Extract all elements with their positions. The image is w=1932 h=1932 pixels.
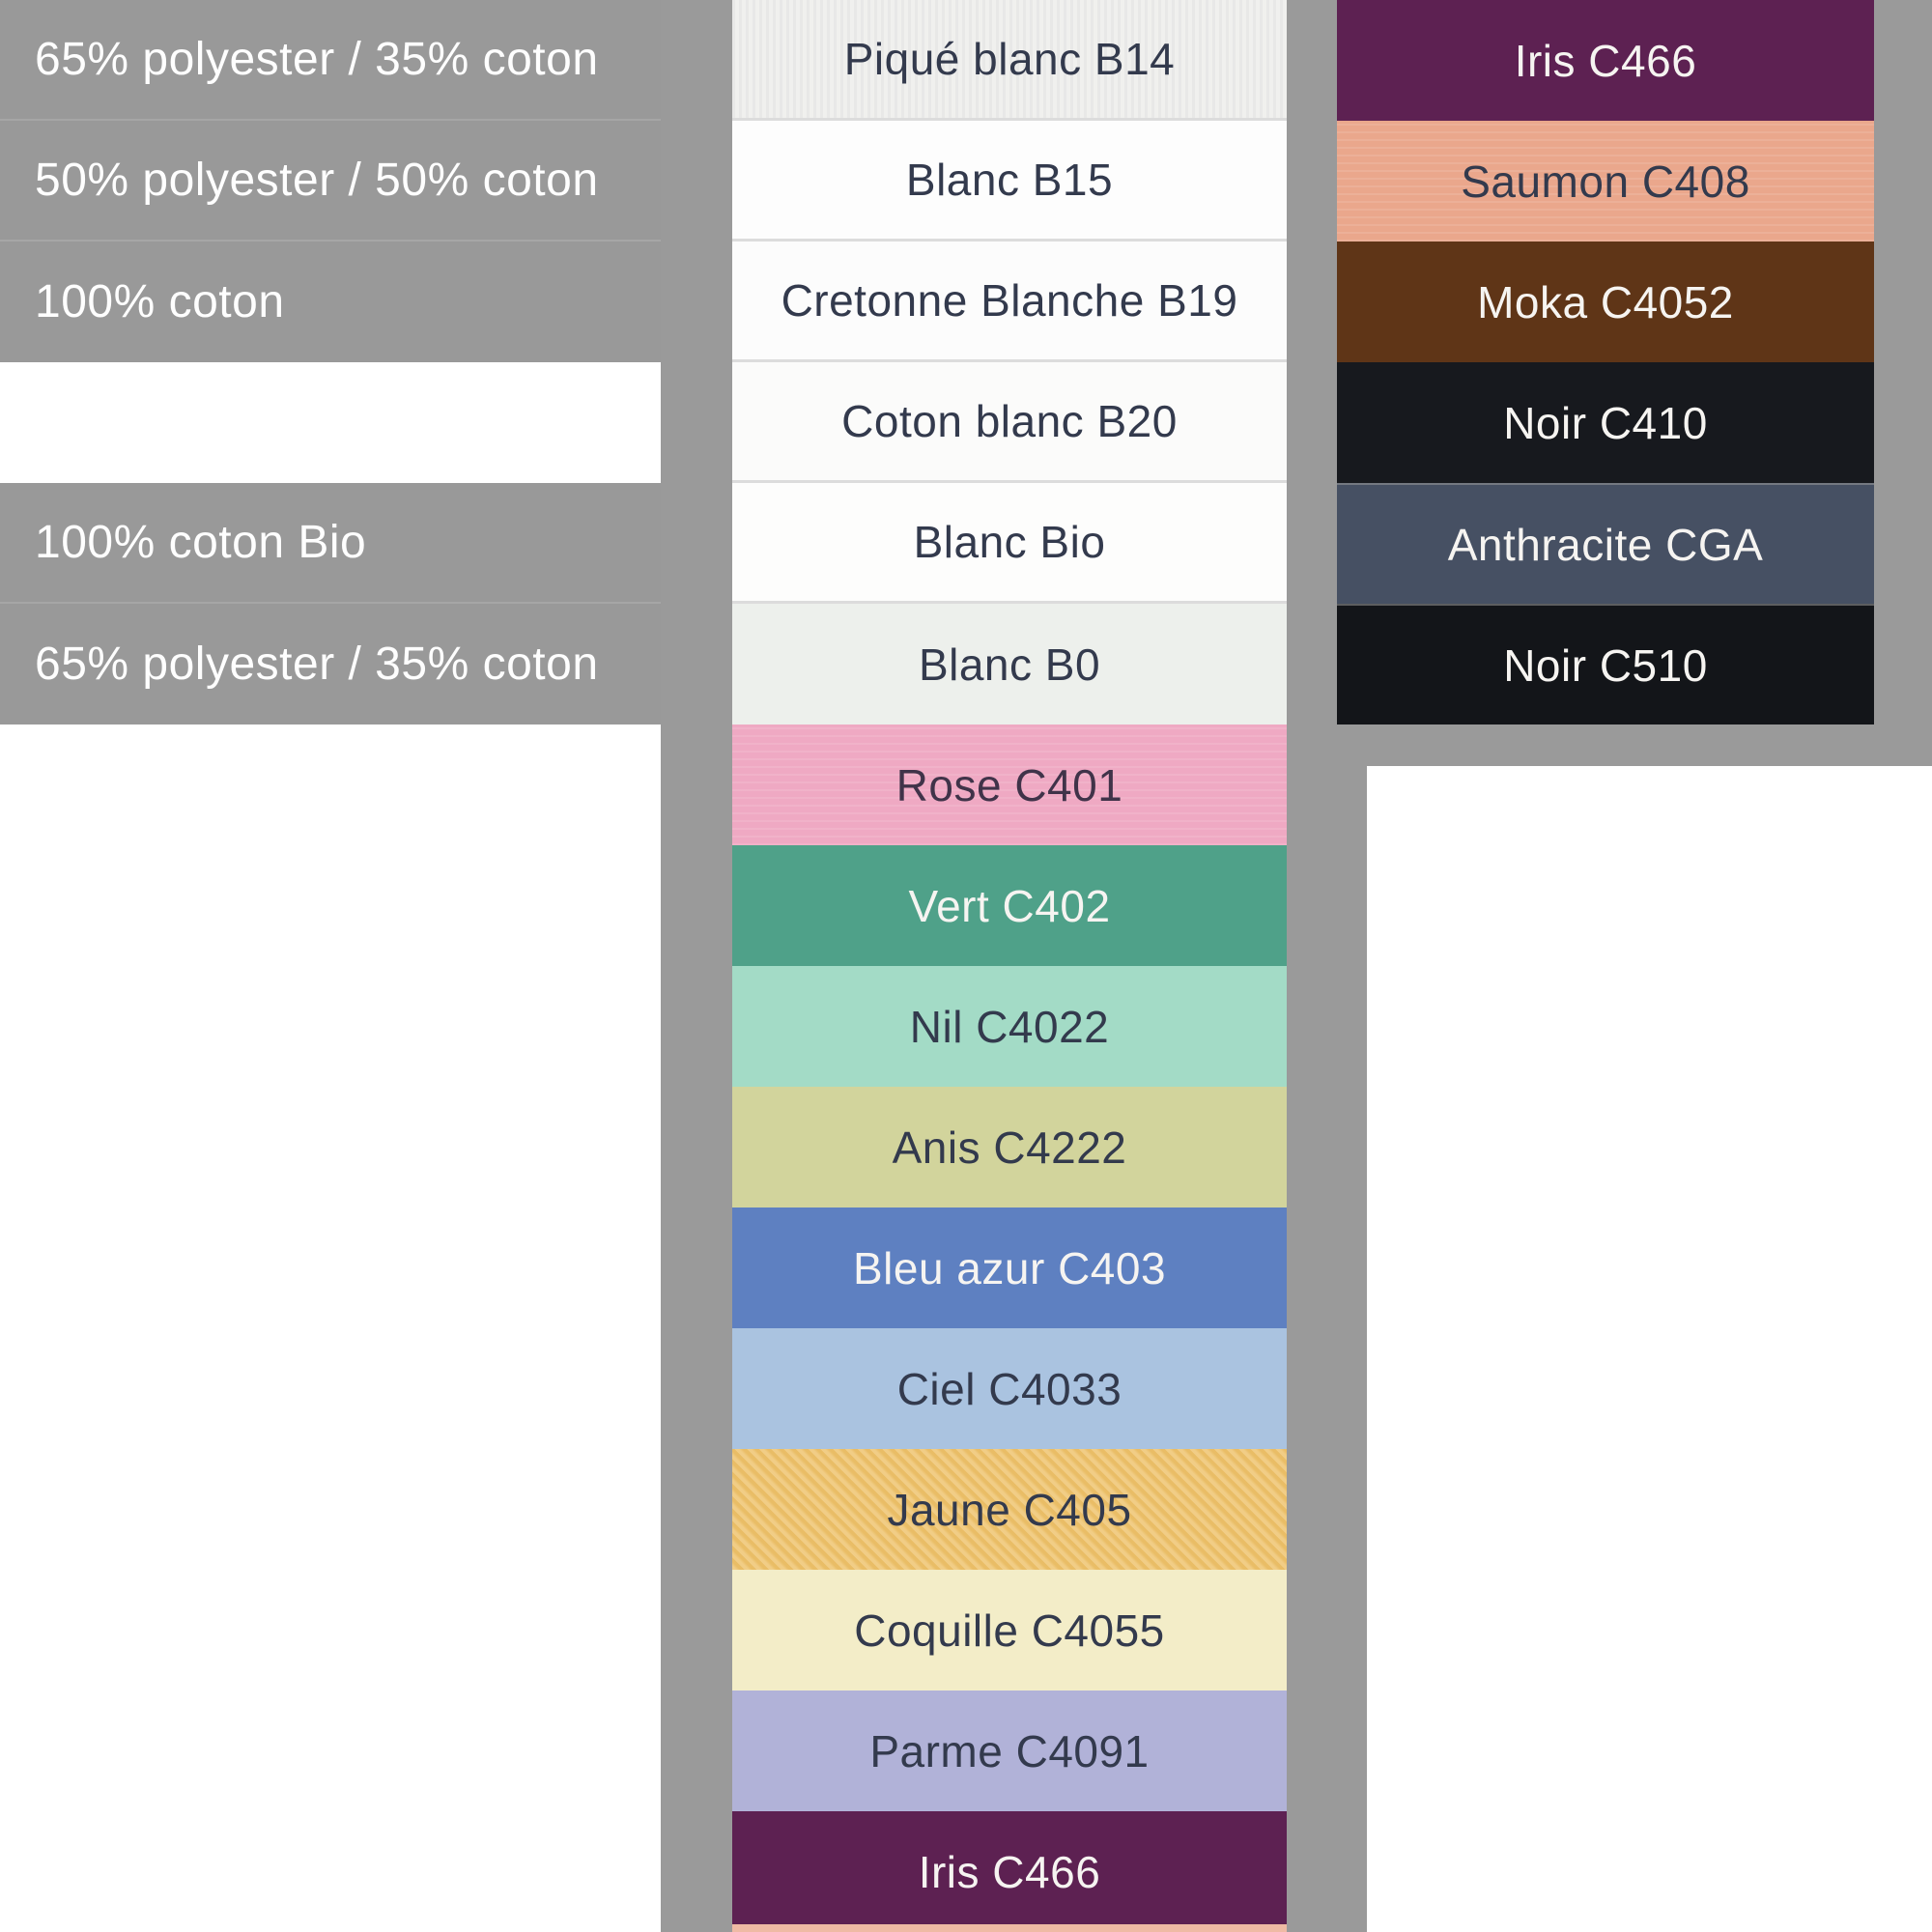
swatch-jaune-c405: Jaune C405 [732, 1449, 1287, 1570]
swatch-saumon-c408: Saumon C408 [1337, 121, 1874, 242]
swatch-label: Nil C4022 [909, 1001, 1110, 1052]
swatch-label: Rose C401 [895, 759, 1123, 810]
composition-column: 65% polyester / 35% coton 50% polyester … [0, 0, 661, 724]
composition-row-4-blank [0, 362, 661, 483]
swatch-label: Vert C402 [908, 880, 1111, 931]
swatch-label: Piqué blanc B14 [843, 34, 1176, 84]
swatch-nil-c4022: Nil C4022 [732, 966, 1287, 1087]
swatch-label: Anis C4222 [892, 1122, 1127, 1173]
bottom-right-white-area [1367, 766, 1932, 1932]
swatch-label: Blanc B15 [905, 155, 1114, 205]
swatch-label: Coton blanc B20 [841, 396, 1178, 446]
swatch-parme-c4091: Parme C4091 [732, 1690, 1287, 1811]
swatch-label: Moka C4052 [1477, 276, 1734, 327]
swatch-rose-c401: Rose C401 [732, 724, 1287, 845]
swatch-label: Blanc Bio [913, 517, 1106, 567]
bottom-left-white-area [0, 724, 661, 1932]
swatch-blanc-b15: Blanc B15 [732, 121, 1287, 242]
swatch-anthracite-cga: Anthracite CGA [1337, 483, 1874, 604]
swatch-coton-blanc-b20: Coton blanc B20 [732, 362, 1287, 483]
swatch-noir-c510: Noir C510 [1337, 604, 1874, 724]
swatch-blanc-b0: Blanc B0 [732, 604, 1287, 724]
swatch-label: Noir C410 [1503, 397, 1708, 448]
swatch-ciel-c4033: Ciel C4033 [732, 1328, 1287, 1449]
swatch-blanc-bio: Blanc Bio [732, 483, 1287, 604]
swatch-label: Blanc B0 [918, 639, 1101, 690]
swatch-label: Ciel C4033 [896, 1363, 1122, 1414]
swatch-label: Bleu azur C403 [852, 1242, 1167, 1293]
swatch-label: Coquille C4055 [854, 1605, 1165, 1656]
composition-row-2: 50% polyester / 50% coton [0, 121, 661, 242]
composition-row-1: 65% polyester / 35% coton [0, 0, 661, 121]
swatch-iris-c466-right: Iris C466 [1337, 0, 1874, 121]
swatch-label: Anthracite CGA [1447, 519, 1764, 570]
composition-label: 100% coton [35, 276, 285, 327]
swatch-pique-blanc-b14: Piqué blanc B14 [732, 0, 1287, 121]
swatch-cretonne-blanche-b19: Cretonne Blanche B19 [732, 242, 1287, 362]
swatch-vert-c402: Vert C402 [732, 845, 1287, 966]
swatch-column-right: Iris C466 Saumon C408 Moka C4052 Noir C4… [1337, 0, 1874, 724]
swatch-noir-c410: Noir C410 [1337, 362, 1874, 483]
swatch-column-main: Piqué blanc B14 Blanc B15 Cretonne Blanc… [732, 0, 1287, 1932]
composition-label: 50% polyester / 50% coton [35, 155, 599, 206]
composition-label: 65% polyester / 35% coton [35, 34, 599, 85]
swatch-label: Saumon C408 [1461, 156, 1750, 207]
composition-label: 100% coton Bio [35, 517, 367, 568]
composition-label: 65% polyester / 35% coton [35, 639, 599, 690]
composition-row-5: 100% coton Bio [0, 483, 661, 604]
swatch-label: Iris C466 [1514, 35, 1697, 86]
swatch-label: Cretonne Blanche B19 [781, 275, 1238, 326]
next-swatch-sliver [732, 1924, 1287, 1932]
composition-row-6: 65% polyester / 35% coton [0, 604, 661, 724]
swatch-anis-c4222: Anis C4222 [732, 1087, 1287, 1208]
composition-row-3: 100% coton [0, 242, 661, 362]
swatch-coquille-c4055: Coquille C4055 [732, 1570, 1287, 1690]
swatch-moka-c4052: Moka C4052 [1337, 242, 1874, 362]
swatch-label: Jaune C405 [887, 1484, 1132, 1535]
swatch-bleu-azur-c403: Bleu azur C403 [732, 1208, 1287, 1328]
swatch-iris-c466-main: Iris C466 [732, 1811, 1287, 1932]
swatch-label: Noir C510 [1503, 639, 1708, 691]
swatch-label: Iris C466 [918, 1846, 1101, 1897]
swatch-label: Parme C4091 [869, 1725, 1150, 1776]
